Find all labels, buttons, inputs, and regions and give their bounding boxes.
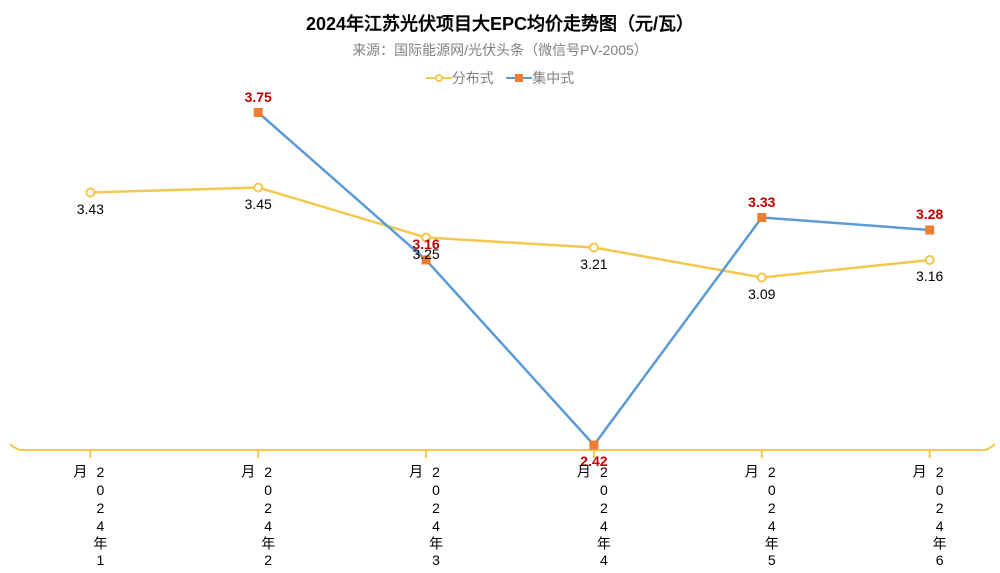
data-label: 3.16 xyxy=(916,268,943,284)
data-label: 3.33 xyxy=(748,194,775,210)
data-label: 3.43 xyxy=(77,201,104,217)
x-axis-label: 2024年6月 xyxy=(910,464,950,573)
data-label: 3.09 xyxy=(748,286,775,302)
x-axis-label: 2024年1月 xyxy=(70,464,110,573)
data-label: 3.75 xyxy=(245,89,272,105)
x-axis-label: 2024年5月 xyxy=(742,464,782,573)
x-axis-label: 2024年3月 xyxy=(406,464,446,573)
data-label: 3.16 xyxy=(412,236,439,252)
x-axis-label: 2024年2月 xyxy=(238,464,278,573)
x-axis-label: 2024年4月 xyxy=(574,464,614,573)
data-label: 3.28 xyxy=(916,206,943,222)
chart-plot-svg xyxy=(0,0,1000,573)
data-label: 3.21 xyxy=(580,256,607,272)
chart-container: 2024年江苏光伏项目大EPC均价走势图（元/瓦） 来源：国际能源网/光伏头条（… xyxy=(0,0,1000,573)
data-label: 3.45 xyxy=(245,196,272,212)
